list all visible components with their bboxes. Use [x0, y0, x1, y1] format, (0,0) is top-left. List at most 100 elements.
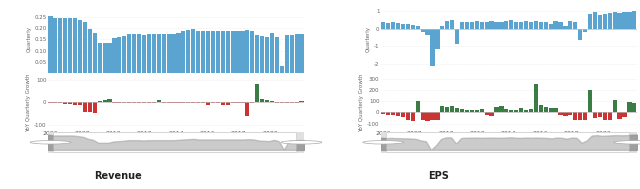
Bar	[73, 102, 77, 105]
Bar	[88, 29, 92, 73]
Bar	[137, 34, 141, 73]
Bar	[543, 107, 548, 112]
Bar	[97, 101, 102, 102]
Bar	[102, 100, 107, 102]
Bar	[201, 102, 205, 103]
Bar	[147, 34, 151, 73]
Bar	[122, 102, 127, 103]
Bar	[270, 33, 274, 73]
Bar	[221, 102, 225, 105]
Bar	[435, 29, 440, 49]
Bar	[411, 25, 415, 29]
Bar	[460, 22, 464, 29]
Bar	[290, 35, 294, 73]
Bar	[612, 100, 617, 112]
Bar	[241, 102, 244, 103]
Bar	[177, 33, 180, 73]
Bar	[216, 31, 220, 73]
Bar	[563, 26, 568, 29]
Bar	[504, 109, 508, 112]
Bar	[475, 110, 479, 112]
Bar	[245, 30, 250, 73]
Bar	[401, 24, 405, 29]
Bar	[426, 112, 429, 121]
Bar	[166, 34, 171, 73]
Bar	[294, 34, 299, 73]
Bar	[157, 34, 161, 73]
Bar	[142, 35, 146, 73]
Bar	[285, 35, 289, 73]
Bar	[499, 22, 504, 29]
Bar	[430, 112, 435, 120]
Bar	[201, 31, 205, 73]
Polygon shape	[53, 132, 296, 152]
Bar	[573, 112, 577, 120]
Bar	[63, 102, 67, 104]
Bar	[211, 102, 215, 103]
Bar	[396, 112, 400, 116]
Bar	[504, 21, 508, 29]
Bar	[108, 99, 111, 102]
Bar	[455, 108, 459, 112]
Bar	[102, 43, 107, 73]
Bar	[157, 101, 161, 102]
Bar	[241, 31, 244, 73]
Bar	[280, 102, 284, 103]
Bar	[445, 21, 449, 29]
Bar	[607, 13, 612, 29]
Bar	[186, 102, 191, 103]
Bar	[230, 102, 235, 103]
Bar	[554, 21, 557, 29]
Bar	[260, 36, 264, 73]
Polygon shape	[386, 132, 629, 152]
Bar	[524, 110, 528, 112]
Bar	[618, 112, 621, 119]
Bar	[558, 22, 563, 29]
Bar	[593, 12, 597, 29]
Bar	[529, 22, 533, 29]
Bar	[381, 112, 385, 114]
Bar	[588, 90, 592, 112]
Bar	[196, 102, 200, 103]
Bar	[401, 112, 405, 117]
Bar	[583, 29, 588, 32]
Bar	[161, 102, 166, 103]
Bar	[63, 18, 67, 73]
Bar	[588, 14, 592, 29]
Bar	[539, 22, 543, 29]
Bar	[181, 102, 186, 103]
Bar	[426, 29, 429, 35]
Bar	[191, 29, 195, 73]
Bar	[280, 66, 284, 73]
Bar	[534, 84, 538, 112]
Bar	[627, 12, 632, 29]
Bar	[294, 102, 299, 103]
Bar	[632, 11, 636, 29]
Circle shape	[363, 141, 404, 144]
Bar	[113, 102, 116, 103]
Bar	[391, 22, 395, 29]
Bar	[206, 102, 210, 105]
Bar	[265, 100, 269, 102]
Bar	[519, 22, 524, 29]
Y-axis label: YoY Quarterly Growth: YoY Quarterly Growth	[26, 73, 31, 132]
Text: Revenue: Revenue	[95, 171, 142, 181]
Bar	[420, 29, 425, 32]
Bar	[494, 22, 499, 29]
Bar	[83, 22, 87, 73]
Bar	[137, 102, 141, 103]
Bar	[509, 20, 513, 29]
Bar	[166, 102, 171, 103]
Bar	[593, 112, 597, 118]
Bar	[117, 37, 122, 73]
Bar	[250, 102, 255, 103]
Text: EPS: EPS	[428, 171, 449, 181]
Bar	[465, 110, 469, 112]
Bar	[440, 106, 444, 112]
Bar	[603, 112, 607, 120]
Bar	[142, 102, 146, 103]
Bar	[275, 37, 279, 73]
Bar	[539, 105, 543, 112]
Bar	[622, 12, 627, 29]
Bar	[172, 34, 175, 73]
